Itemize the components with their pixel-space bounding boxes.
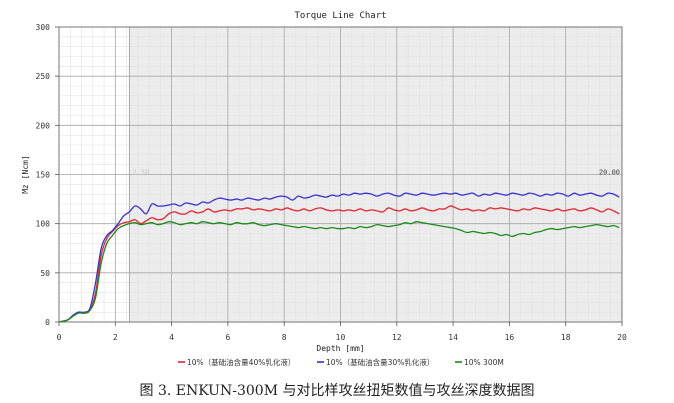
y-tick-label: 300 [36, 23, 51, 32]
chart-title: Torque Line Chart [294, 11, 386, 21]
y-tick-label: 250 [36, 72, 51, 81]
x-tick-label: 10 [336, 333, 346, 342]
series-line [58, 192, 620, 323]
legend: 10%（基础油含量40%乳化液） 10%（基础油含量30%乳化液） 10% 300M [178, 357, 504, 367]
y-tick-label: 100 [36, 220, 51, 229]
x-tick-label: 4 [169, 333, 174, 342]
torque-line-chart: 2.50 20.00 0 50 100 150 200 250 300 0 2 4 6 8 10 12 1… [21, 11, 627, 367]
legend-label: 10% 300M [464, 358, 504, 367]
x-tick-label: 8 [282, 333, 287, 342]
x-tick-label: 2 [113, 333, 118, 342]
x-axis-ticks: 0 2 4 6 8 10 12 14 16 18 20 [57, 322, 627, 342]
region-end-label: 20.00 [599, 169, 620, 177]
y-tick-label: 150 [36, 171, 51, 180]
y-tick-label: 0 [45, 318, 50, 327]
x-tick-label: 20 [617, 333, 627, 342]
legend-label: 10%（基础油含量30%乳化液） [326, 357, 434, 367]
y-axis-label: Mz [Ncm] [21, 155, 30, 194]
legend-label: 10%（基础油含量40%乳化液） [187, 357, 295, 367]
x-tick-label: 0 [57, 333, 62, 342]
figure-caption: 图 3. ENKUN-300M 与对比样攻丝扭矩数值与攻丝深度数据图 [139, 383, 535, 399]
series-line [58, 205, 620, 323]
x-tick-label: 18 [561, 333, 571, 342]
x-tick-label: 16 [505, 333, 515, 342]
x-tick-label: 14 [448, 333, 458, 342]
x-axis-label: Depth [mm] [316, 344, 364, 353]
y-axis-ticks: 0 50 100 150 200 250 300 [36, 23, 59, 327]
y-tick-label: 50 [40, 269, 50, 278]
x-tick-label: 12 [392, 333, 402, 342]
region-start-label: 2.50 [132, 169, 149, 177]
series-line [58, 221, 620, 323]
y-tick-label: 200 [36, 121, 51, 130]
series-lines [58, 192, 620, 323]
x-tick-label: 6 [225, 333, 230, 342]
